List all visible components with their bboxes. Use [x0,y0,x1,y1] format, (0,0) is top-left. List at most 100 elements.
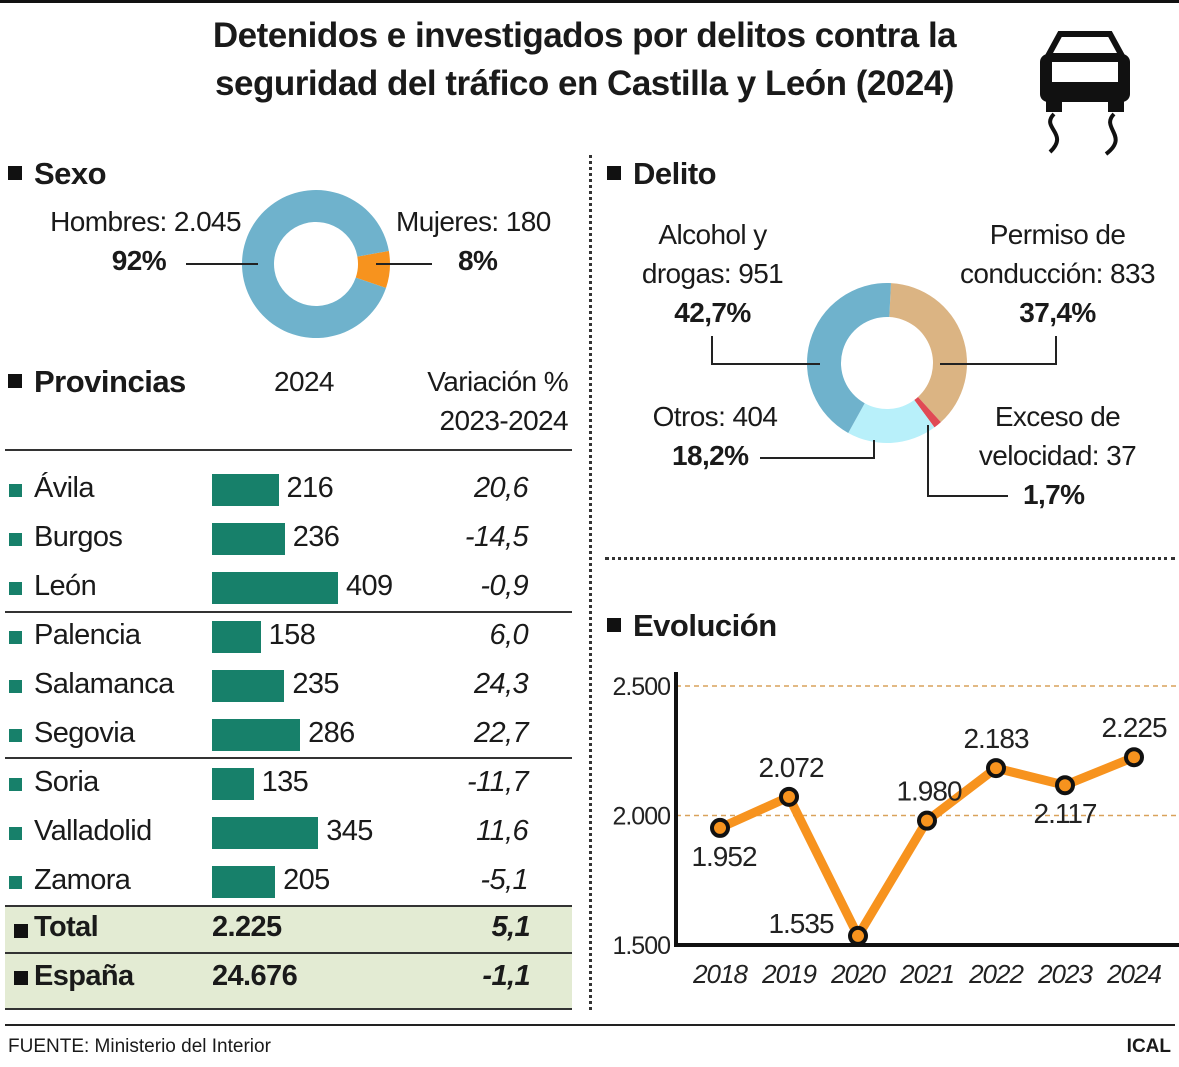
province-name: Salamanca [34,668,174,700]
data-point [1055,775,1075,796]
square-bullet-icon [14,924,28,938]
espana-row: España 24.676 -1,1 [5,952,572,1010]
bar-value-label: 236 [292,521,340,553]
data-label: 2.183 [963,723,1028,754]
x-tick-label: 2018 [692,959,748,989]
brand-logo: ICAL [1126,1036,1171,1057]
variation-value: 24,3 [473,668,529,700]
province-name: Palencia [34,619,141,651]
data-point [710,817,730,838]
table-row: León 409 -0,9 [0,565,572,611]
slice-permiso [889,283,967,423]
table-row: Valladolid 345 11,6 [0,810,572,856]
section-divider [605,557,1175,560]
bar-value-label: 216 [286,472,334,504]
data-label: 1.980 [896,776,961,807]
section-delito-heading: Delito [607,156,717,192]
variation-value: -0,9 [480,570,528,602]
section-sexo-heading: Sexo [8,156,107,192]
variation-value: -14,5 [464,521,529,553]
square-bullet-icon [9,631,22,644]
sexo-donut [186,190,432,338]
province-name: Segovia [34,717,135,749]
column-header-variacion: Variación % 2023-2024 [427,366,568,436]
table-row: Palencia 158 6,0 [0,614,572,660]
slice-exceso [914,396,941,428]
province-name: Burgos [34,521,123,553]
x-tick-label: 2022 [968,959,1024,989]
province-name: Valladolid [34,815,152,847]
divider [5,757,572,759]
section-provincias-heading: Provincias [8,364,186,400]
leader-line [940,336,1057,365]
data-label: 2.117 [1034,798,1097,829]
slice-alcohol [807,283,891,433]
divider [5,611,572,613]
table-row: Segovia 286 22,7 [0,712,572,758]
bar-value-label: 345 [326,815,373,847]
table-row: Zamora 205 -5,1 [0,859,572,905]
section-evolucion-heading: Evolución [607,608,777,644]
province-name: Soria [34,766,99,798]
leader-line [927,425,1008,497]
slice-otros [848,400,935,443]
bar-value-label: 235 [292,668,339,700]
data-label: 1.535 [768,908,833,939]
square-bullet-icon [9,827,22,840]
y-tick-label: 2.500 [612,673,670,701]
leader-line [711,336,820,365]
bar-0 [212,474,279,506]
bar-5 [212,719,301,751]
delito-donut [711,283,1057,497]
bar-value-label: 205 [283,864,330,896]
footer-rule [5,1024,1175,1026]
divider [5,449,572,451]
bar-2 [212,572,338,604]
square-bullet-icon [9,533,22,546]
slice-mujeres [355,250,390,289]
data-point [917,810,937,831]
evolucion-line-chart: 1.500 2.000 2.500 1.952 2018 2.072 2019 1.535 20… [612,672,1179,989]
variation-value: 22,7 [473,717,529,749]
y-tick-label: 2.000 [612,803,670,831]
province-name: León [34,570,97,602]
mujeres-label: Mujeres: 180 8% [396,206,551,276]
table-row: Salamanca 235 24,3 [0,663,572,709]
car-skidding-icon [1040,31,1130,156]
data-point [1124,747,1144,768]
variation-value: 20,6 [473,472,529,504]
square-bullet-icon [9,484,22,497]
square-bullet-icon [9,876,22,889]
total-row: Total 2.225 5,1 [5,905,572,952]
exceso-label: Exceso de velocidad: 37 1,7% [978,401,1137,510]
column-header-2024: 2024 [274,366,334,397]
data-label: 2.225 [1101,712,1166,743]
bar-value-label: 135 [261,766,309,798]
bar-8 [212,866,276,898]
page-title: Detenidos e investigados por delitos con… [212,16,957,103]
table-row: Soria 135 -11,7 [0,761,572,807]
y-tick-label: 1.500 [612,932,670,960]
top-rule [0,0,1179,3]
x-tick-label: 2024 [1106,959,1161,989]
x-tick-label: 2021 [899,959,954,989]
permiso-label: Permiso de conducción: 833 37,4% [960,219,1156,328]
data-label: 2.072 [758,752,823,783]
table-row: Burgos 236 -14,5 [0,516,572,562]
data-point [779,786,799,807]
province-name: Zamora [34,864,131,896]
x-tick-label: 2019 [761,959,816,989]
table-row: Ávila 216 20,6 [0,467,572,513]
variation-value: -11,7 [467,766,529,798]
bar-6 [212,768,254,800]
x-tick-label: 2023 [1037,959,1093,989]
square-bullet-icon [9,680,22,693]
source-note: FUENTE: Ministerio del Interior [8,1036,271,1057]
x-tick-label: 2020 [830,959,886,989]
variation-value: 11,6 [476,815,528,847]
bar-3 [212,621,261,653]
data-point [986,758,1006,779]
variation-value: -5,1 [480,864,528,896]
square-bullet-icon [9,778,22,791]
square-bullet-icon [9,582,22,595]
